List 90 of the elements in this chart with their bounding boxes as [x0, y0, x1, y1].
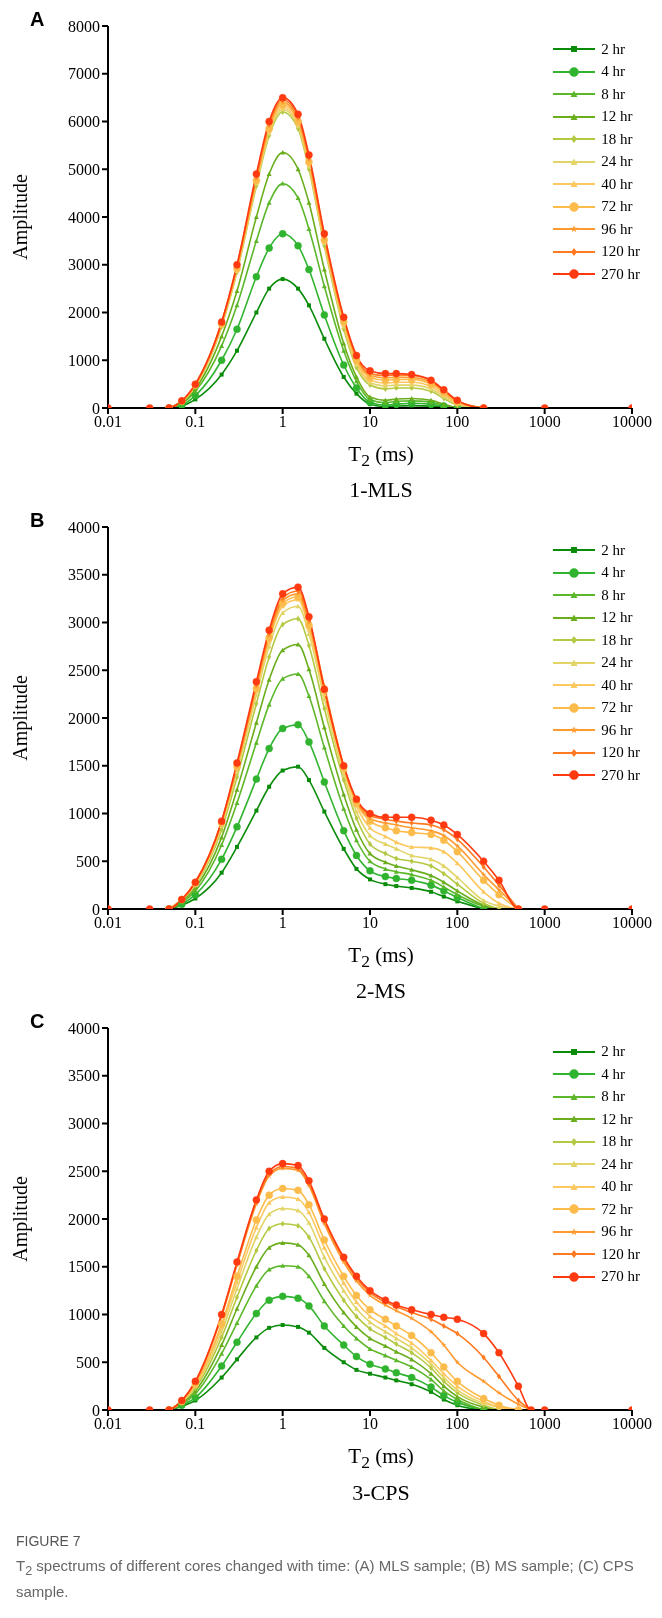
x-tick-label: 10 [362, 914, 378, 932]
x-tick-label: 0.1 [185, 413, 206, 431]
x-tick-label: 10000 [612, 413, 652, 431]
x-tick-label: 0.01 [94, 1415, 122, 1433]
legend-label: 270 hr [601, 766, 640, 784]
legend-label: 18 hr [601, 1133, 633, 1151]
legend-label: 120 hr [601, 744, 640, 762]
y-tick-label: 3500 [68, 566, 100, 584]
x-axis-title: T$_{2}$ (ms) [347, 442, 415, 472]
legend-label: 72 hr [601, 1200, 633, 1218]
y-tick-label: 1000 [68, 1306, 100, 1324]
y-tick-label: 4000 [68, 518, 100, 536]
x-tick-label: 10000 [612, 914, 652, 932]
text: 1-MLS [348, 477, 414, 504]
x-tick-label: 10 [362, 1415, 378, 1433]
legend-label: 8 hr [601, 586, 625, 604]
chart-title: B [30, 509, 45, 533]
legend-label: 270 hr [601, 265, 640, 283]
legend-label: 40 hr [601, 676, 633, 694]
text: T$_{2}$ spectrums of different cores changed with time: (A) MLS sample; (B) MS sample; (C) CPS sample. [16, 1556, 635, 1602]
y-tick-label: 1500 [68, 1258, 100, 1276]
y-tick-label: 5000 [68, 160, 100, 178]
x-tick-label: 1000 [528, 914, 561, 932]
x-tick-label: 0.1 [185, 914, 206, 932]
y-tick-label: 2000 [68, 1211, 100, 1229]
x-axis-title: T$_{2}$ (ms) [347, 1444, 415, 1474]
legend-label: 270 hr [601, 1268, 640, 1286]
legend-label: 2 hr [601, 1043, 625, 1061]
y-tick-label: 4000 [68, 208, 100, 226]
y-axis-title: Amplitude [9, 174, 33, 260]
legend-label: 24 hr [601, 654, 633, 672]
x-tick-label: 100 [445, 914, 470, 932]
y-tick-label: 3500 [68, 1067, 100, 1085]
y-tick-label: 7000 [68, 65, 100, 83]
legend-label: 18 hr [601, 631, 633, 649]
legend-label: 120 hr [601, 243, 640, 261]
y-tick-label: 1000 [68, 805, 100, 823]
legend-label: 120 hr [601, 1245, 640, 1263]
legend-label: 96 hr [601, 220, 633, 238]
legend-label: 96 hr [601, 721, 633, 739]
legend-label: 2 hr [601, 541, 625, 559]
legend-label: 72 hr [601, 198, 633, 216]
chart-title: A [30, 8, 45, 31]
x-tick-label: 100 [445, 413, 470, 431]
y-tick-label: 3000 [68, 614, 100, 632]
x-tick-label: 0.1 [185, 1415, 206, 1433]
y-tick-label: 2000 [68, 304, 100, 322]
y-tick-label: 4000 [68, 1020, 100, 1038]
y-tick-label: 6000 [68, 113, 100, 131]
y-tick-label: 1000 [68, 351, 100, 369]
legend-label: 72 hr [601, 699, 633, 717]
legend-label: 8 hr [601, 85, 625, 103]
y-tick-label: 500 [76, 853, 100, 871]
y-tick-label: 3000 [68, 1115, 100, 1133]
y-axis-title: Amplitude [9, 1176, 33, 1263]
legend-label: 2 hr [601, 40, 625, 58]
legend-label: 12 hr [601, 108, 633, 126]
x-tick-label: 10 [362, 413, 378, 431]
x-tick-label: 1 [278, 914, 287, 932]
text: 3-CPS [351, 1479, 411, 1506]
legend-label: 8 hr [601, 1088, 625, 1106]
y-axis-title: Amplitude [9, 675, 33, 761]
x-tick-label: 1000 [528, 413, 561, 431]
legend-label: 4 hr [601, 564, 625, 582]
x-axis-title: T$_{2}$ (ms) [347, 943, 415, 973]
x-tick-label: 1 [278, 1415, 287, 1433]
legend-label: 96 hr [601, 1223, 633, 1241]
chart-title: C [30, 1010, 45, 1034]
x-tick-label: 10000 [612, 1415, 652, 1433]
legend-label: 24 hr [601, 153, 633, 171]
y-tick-label: 2000 [68, 709, 100, 727]
y-tick-label: 3000 [68, 256, 100, 274]
x-tick-label: 1000 [528, 1415, 561, 1433]
y-tick-label: 500 [76, 1354, 100, 1372]
y-tick-label: 2500 [68, 662, 100, 680]
text: 2-MS [354, 978, 408, 1005]
legend-label: 40 hr [601, 1178, 633, 1196]
legend-label: 4 hr [601, 1065, 625, 1083]
legend-label: 4 hr [601, 63, 625, 81]
legend-label: 40 hr [601, 175, 633, 193]
x-tick-label: 1 [278, 413, 287, 431]
legend-label: 12 hr [601, 1110, 633, 1128]
y-tick-label: 2500 [68, 1163, 100, 1181]
legend-label: 18 hr [601, 130, 633, 148]
legend-label: 24 hr [601, 1155, 633, 1173]
y-tick-label: 8000 [68, 17, 100, 35]
y-tick-label: 1500 [68, 757, 100, 775]
x-tick-label: 100 [445, 1415, 470, 1433]
legend-label: 12 hr [601, 609, 633, 627]
caption: FIGURE 7 [16, 1531, 82, 1551]
